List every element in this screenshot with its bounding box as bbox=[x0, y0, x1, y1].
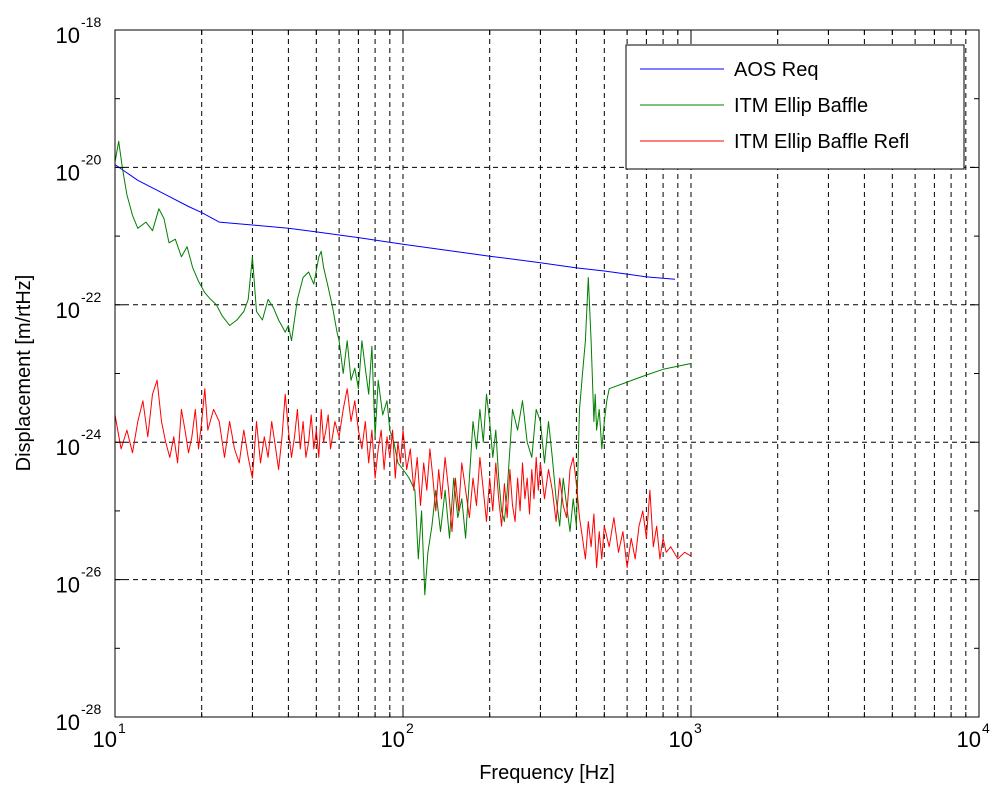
y-tick-label-exponent: -20 bbox=[81, 151, 101, 167]
x-tick-label: 10 2 bbox=[381, 720, 414, 752]
y-tick-label-exponent: -24 bbox=[81, 426, 101, 442]
x-axis-label: Frequency [Hz] bbox=[479, 762, 615, 784]
y-tick-label-exponent: -18 bbox=[81, 14, 101, 30]
y-tick-label-base: 10 bbox=[56, 435, 80, 460]
ticks bbox=[114, 29, 980, 718]
y-tick-label-exponent: -28 bbox=[81, 701, 101, 717]
y-tick-label-base: 10 bbox=[56, 160, 80, 185]
y-tick-label-base: 10 bbox=[56, 298, 80, 323]
series-layer bbox=[114, 140, 692, 596]
tick-labels: 10 1 10 2 10 3 10 410-2810-2610-2410-2210-2010-… bbox=[56, 14, 990, 752]
x-tick-label-exponent: 3 bbox=[694, 720, 702, 736]
y-tick-label-base: 10 bbox=[56, 573, 80, 598]
x-tick-label-exponent: 2 bbox=[406, 720, 414, 736]
legend-box bbox=[625, 44, 965, 170]
x-tick-label-base: 10 bbox=[381, 727, 405, 752]
y-tick-label-base: 10 bbox=[56, 710, 80, 735]
x-tick-label-base: 10 bbox=[93, 727, 117, 752]
series-line bbox=[114, 379, 692, 568]
legend-label: ITM Ellip Baffle Refl bbox=[734, 131, 909, 153]
x-tick-label-base: 10 bbox=[957, 727, 981, 752]
legend-label: AOS Req bbox=[734, 59, 818, 81]
y-tick-label: 10-20 bbox=[56, 151, 102, 185]
x-tick-label-base: 10 bbox=[669, 727, 693, 752]
x-tick-label: 10 4 bbox=[957, 720, 990, 752]
legend: AOS Req ITM Ellip Baffle ITM Ellip Baffle … bbox=[625, 44, 965, 170]
y-tick-label: 10-18 bbox=[56, 14, 102, 48]
legend-label: ITM Ellip Baffle bbox=[734, 95, 868, 117]
x-tick-label: 10 3 bbox=[669, 720, 702, 752]
series-line bbox=[114, 140, 692, 596]
y-tick-label: 10-22 bbox=[56, 289, 102, 323]
x-tick-label-exponent: 1 bbox=[118, 720, 126, 736]
x-tick-label: 10 1 bbox=[93, 720, 126, 752]
y-tick-label: 10-28 bbox=[56, 701, 102, 735]
series-line bbox=[114, 164, 676, 280]
y-tick-label: 10-26 bbox=[56, 564, 102, 598]
y-axis-label: Displacement [m/rtHz] bbox=[13, 275, 35, 472]
grid bbox=[115, 30, 979, 717]
y-tick-label-exponent: -22 bbox=[81, 289, 101, 305]
x-tick-label-exponent: 4 bbox=[982, 720, 990, 736]
y-tick-label-exponent: -26 bbox=[81, 564, 101, 580]
y-tick-label-base: 10 bbox=[56, 23, 80, 48]
y-tick-label: 10-24 bbox=[56, 426, 102, 460]
